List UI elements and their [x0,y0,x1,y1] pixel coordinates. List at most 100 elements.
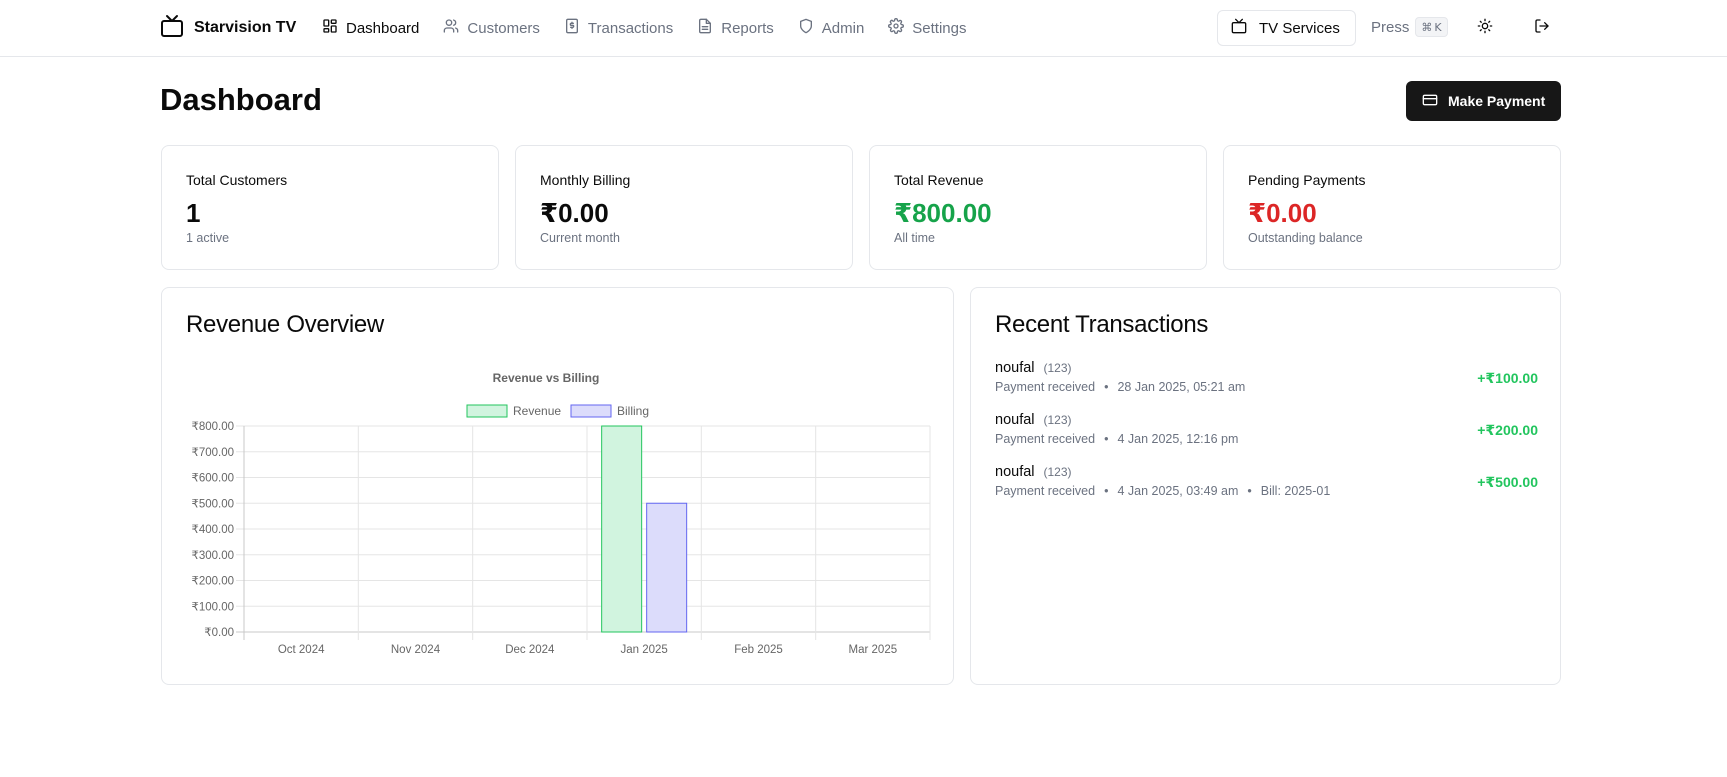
stat-value: 1 [186,198,201,228]
revenue-overview-card: Revenue Overview Revenue vs Billing Reven… [161,287,954,685]
tv-services-label: TV Services [1259,19,1340,37]
customer-name: noufal [995,412,1035,428]
y-tick-label: ₹400.00 [192,524,235,536]
tv-icon [160,14,184,43]
y-tick-label: ₹700.00 [192,447,235,459]
logout-icon [1534,18,1550,39]
x-tick-label: Oct 2024 [278,644,325,656]
nav-item-dashboard[interactable]: Dashboard [322,18,419,38]
stat-value: ₹0.00 [1248,198,1317,228]
y-tick-label: ₹200.00 [192,576,235,588]
nav-item-admin[interactable]: Admin [798,18,865,38]
bar-revenue [601,425,643,633]
stat-title: Pending Payments [1248,172,1366,188]
users-icon [443,18,459,38]
y-tick-label: ₹0.00 [204,627,234,639]
press-label: Press [1371,18,1410,36]
section-title: Recent Transactions [995,311,1209,338]
brand[interactable]: Starvision TV [160,14,297,43]
nav-item-customers[interactable]: Customers [443,18,540,38]
revenue-chart: Revenue vs Billing Revenue Billing ₹0.00 ₹10… [192,371,931,656]
transaction-item[interactable]: noufal (123) Payment received • 4 Jan 20… [995,412,1538,464]
credit-card-icon [1422,92,1438,111]
stat-card-total-revenue: Total Revenue ₹800.00 All time [869,145,1207,270]
y-tick-label: ₹600.00 [192,473,235,485]
stat-title: Monthly Billing [540,172,631,188]
x-tick-label: Dec 2024 [505,644,555,656]
stat-subtitle: 1 active [186,231,230,245]
stat-title: Total Customers [186,172,288,188]
transaction-bill: Bill: 2025-01 [1260,484,1331,498]
customer-code: (123) [1043,361,1072,375]
nav-item-label: Reports [721,19,774,37]
page-title: Dashboard [160,82,322,117]
separator-dot: • [1104,380,1109,394]
transaction-amount: +₹100.00 [1477,370,1538,386]
shield-icon [798,18,814,38]
transaction-status: Payment received [995,432,1096,446]
customer-name: noufal [995,464,1035,480]
x-tick-label: Mar 2025 [849,644,898,656]
transaction-status: Payment received [995,484,1096,498]
y-tick-label: ₹500.00 [192,498,235,510]
x-tick-label: Feb 2025 [734,644,783,656]
nav-item-label: Settings [912,19,967,37]
transaction-list: noufal (123) Payment received • 28 Jan 2… [995,360,1538,516]
shortcut-key: K [1434,20,1442,34]
command-palette-hint[interactable]: Press ⌘ K [1371,17,1448,37]
top-navigation-bar: Starvision TV Dashboard Customers Transa… [0,0,1727,57]
brand-name: Starvision TV [194,19,297,36]
stat-value: ₹0.00 [540,198,609,228]
recent-transactions-card: Recent Transactions noufal (123) Payment… [970,287,1561,685]
layout-grid-icon [322,18,338,38]
theme-toggle-button[interactable] [1473,16,1497,40]
y-tick-label: ₹300.00 [192,550,235,562]
legend-label: Revenue [513,404,561,418]
tv-services-button[interactable]: TV Services [1217,10,1356,46]
main-nav: Dashboard Customers Transactions Reports… [322,16,967,40]
keyboard-shortcut: ⌘ K [1415,17,1448,37]
stat-subtitle: Current month [540,231,620,245]
x-tick-label: Jan 2025 [621,644,668,656]
stat-subtitle: Outstanding balance [1248,231,1363,245]
chart-title: Revenue vs Billing [493,371,600,385]
nav-item-reports[interactable]: Reports [697,18,774,38]
nav-item-label: Admin [821,19,865,37]
bar-billing [646,502,688,633]
command-key-icon: ⌘ [1421,20,1433,34]
transaction-status: Payment received [995,380,1096,394]
nav-item-transactions[interactable]: Transactions [564,18,673,38]
gear-icon [888,18,905,38]
stat-subtitle: All time [894,231,935,245]
transaction-date: 4 Jan 2025, 12:16 pm [1117,432,1239,446]
transaction-item[interactable]: noufal (123) Payment received • 4 Jan 20… [995,464,1538,516]
customer-code: (123) [1043,465,1072,479]
legend-swatch [466,404,508,418]
transaction-item[interactable]: noufal (123) Payment received • 28 Jan 2… [995,360,1538,412]
make-payment-button[interactable]: Make Payment [1406,81,1561,121]
receipt-icon [564,18,580,38]
stat-value: ₹800.00 [894,198,992,228]
x-tick-label: Nov 2024 [391,644,441,656]
nav-item-settings[interactable]: Settings [888,18,967,38]
legend-swatch [570,404,612,418]
stat-card-monthly-billing: Monthly Billing ₹0.00 Current month [515,145,853,270]
separator-dot: • [1104,484,1109,498]
y-tick-label: ₹100.00 [192,601,235,613]
stat-title: Total Revenue [894,172,984,188]
customer-code: (123) [1043,413,1072,427]
separator-dot: • [1247,484,1252,498]
stat-card-total-customers: Total Customers 1 1 active [161,145,499,270]
stat-card-pending-payments: Pending Payments ₹0.00 Outstanding balan… [1223,145,1561,270]
separator-dot: • [1104,432,1109,446]
transaction-amount: +₹500.00 [1477,474,1538,490]
transaction-date: 4 Jan 2025, 03:49 am [1117,484,1239,498]
nav-item-label: Customers [467,19,540,37]
legend-label: Billing [617,404,649,418]
sun-icon [1477,18,1493,39]
nav-item-label: Transactions [587,19,674,37]
y-tick-label: ₹800.00 [192,421,235,433]
transaction-amount: +₹200.00 [1477,422,1538,438]
logout-button[interactable] [1530,16,1554,40]
transaction-date: 28 Jan 2025, 05:21 am [1117,380,1246,394]
